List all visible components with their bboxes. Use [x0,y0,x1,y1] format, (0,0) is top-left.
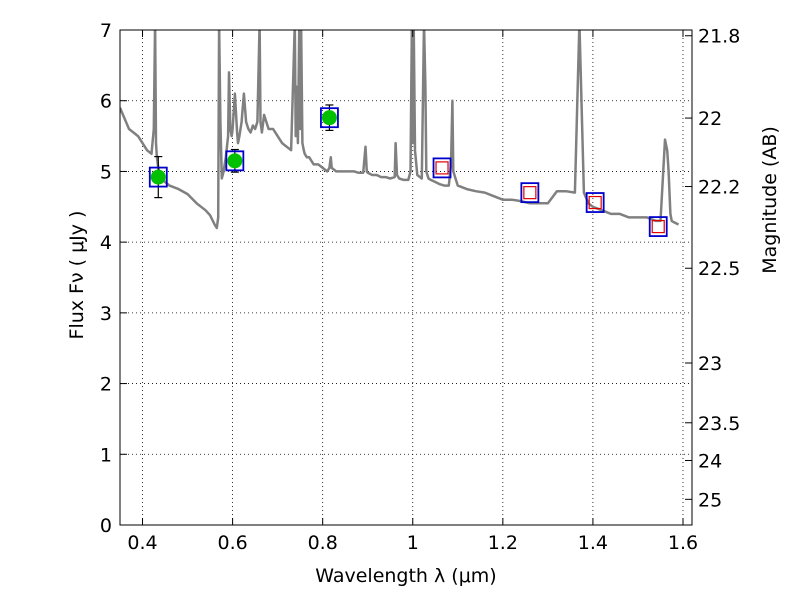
x-tick-label: 0.8 [308,532,338,554]
model-box-marker [225,150,245,172]
spectrum-layer [120,30,680,230]
y-axis: 0 1 2 3 4 5 6 7 [100,20,127,537]
model-box-marker [585,192,605,213]
y-axis-label: Flux Fν ( μJy ) [66,211,88,340]
data-point-circle [150,169,166,185]
data-point-open-square [588,195,602,210]
x-tick-label: 1 [407,532,419,554]
y2-tick-label: 24 [698,451,722,473]
model-box-marker [648,216,668,237]
y-tick-label: 3 [100,303,112,325]
x-axis-label: Wavelength λ (μm) [315,565,496,587]
data-point-circle [227,153,243,169]
x-axis: 0.4 0.6 0.8 1 1.2 1.4 1.6 [127,30,698,554]
y2-tick-label: 21.8 [698,26,740,48]
data-point-circle [321,110,337,126]
y2-axis-label: Magnitude (AB) [759,126,781,274]
model-spectrum-line [120,30,680,230]
y-tick-label: 1 [100,444,112,466]
points-layer [148,104,668,237]
data-point-open-square [435,161,449,175]
y-tick-label: 7 [100,20,112,42]
y2-tick-label: 23 [698,353,722,375]
y-tick-label: 0 [100,515,112,537]
plot-frame [119,29,693,526]
x-tick-label: 1.4 [578,532,608,554]
y2-tick-label: 23.5 [698,413,740,435]
y2-tick-label: 22.5 [698,258,740,280]
y-tick-label: 6 [100,91,112,113]
x-tick-label: 1.2 [488,532,518,554]
y2-tick-label: 25 [698,489,722,511]
y-tick-label: 5 [100,161,112,183]
x-tick-label: 1.6 [668,532,698,554]
y2-tick-label: 22 [698,108,722,130]
x-tick-label: 0.4 [127,532,157,554]
data-point-open-square [523,186,537,200]
data-point-open-square [651,219,665,234]
y-tick-label: 4 [100,232,112,254]
model-box-marker [432,157,452,179]
y-tick-label: 2 [100,374,112,396]
model-box-marker [148,166,168,188]
grid [120,29,692,526]
y2-axis: 21.8 22 22.2 22.5 23 23.5 24 25 [685,26,740,511]
model-box-marker [320,107,339,129]
x-tick-label: 0.6 [217,532,247,554]
model-box-marker [520,182,540,204]
y2-tick-label: 22.2 [698,177,740,199]
